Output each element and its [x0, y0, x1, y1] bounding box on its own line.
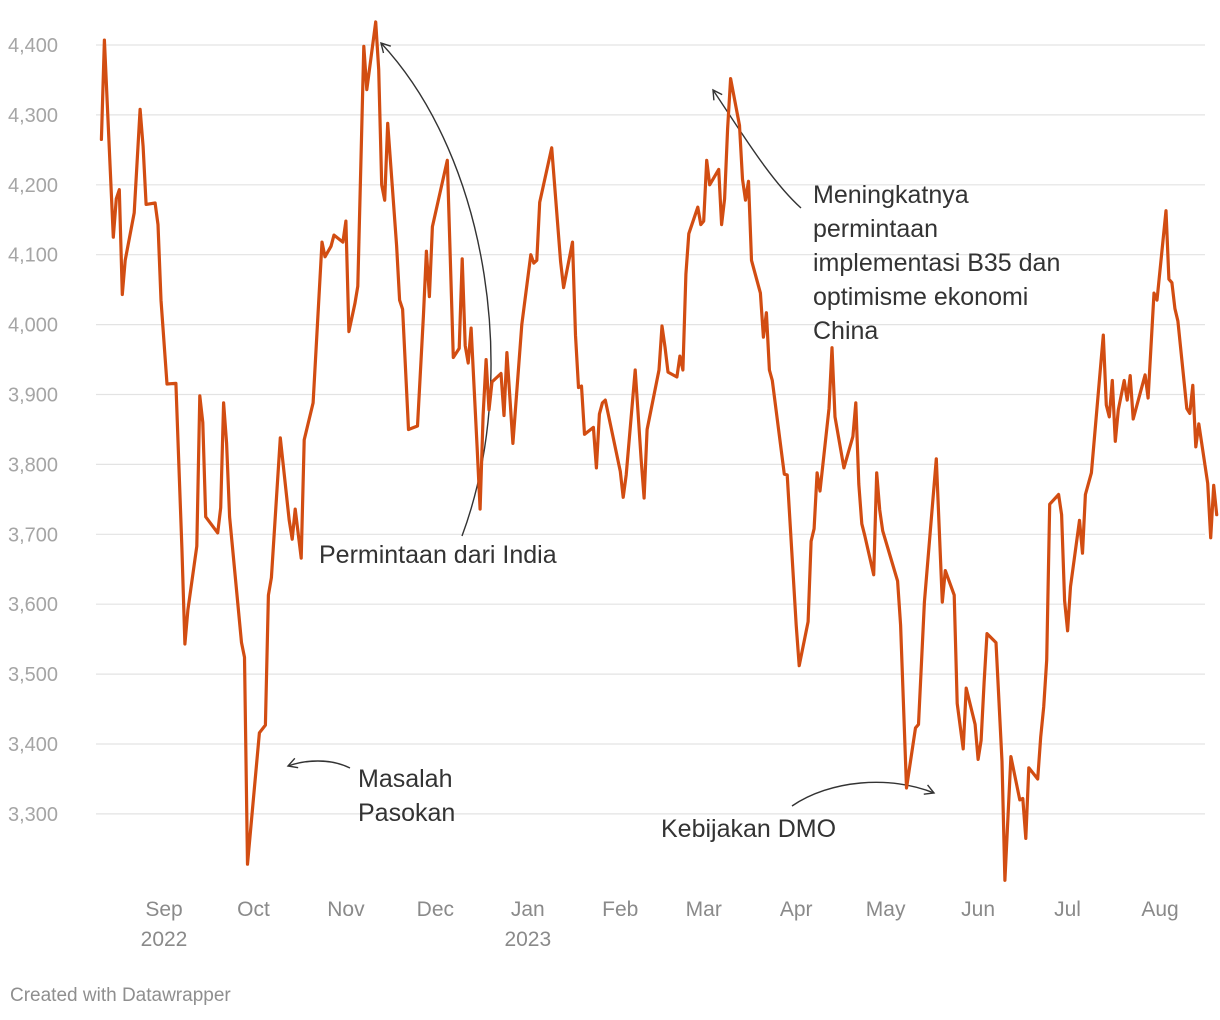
y-tick-label: 3,600 — [8, 594, 58, 616]
x-tick-label: Feb — [602, 898, 638, 921]
y-tick-label: 3,800 — [8, 454, 58, 476]
x-tick-label: Sep — [145, 898, 182, 921]
y-tick-label: 4,100 — [8, 245, 58, 267]
annotation-b35: Meningkatnya permintaan implementasi B35 d… — [813, 181, 1060, 345]
y-tick-label: 3,500 — [8, 664, 58, 686]
x-tick-label: Aug — [1141, 898, 1178, 921]
y-tick-label: 4,400 — [8, 35, 58, 57]
x-tick-label: Dec — [417, 898, 454, 921]
x-axis: Sep 2022 Oct Nov Dec Jan 2023 Feb Mar Apr May Jun Ju… — [141, 898, 1179, 951]
x-tick-year-label: 2022 — [141, 928, 188, 951]
x-tick-label: May — [866, 898, 906, 921]
grid-lines — [96, 44, 1205, 815]
annotations: Permintaan dari India Meningkatnya permint… — [319, 181, 1060, 843]
arrow-pasokan — [286, 757, 351, 769]
y-tick-label: 4,000 — [8, 315, 58, 337]
x-tick-label: Nov — [327, 898, 365, 921]
arrow-dmo — [791, 781, 936, 807]
annotation-pasokan: Masalah Pasokan — [358, 765, 455, 827]
y-axis: 4,400 4,300 4,200 4,100 4,000 3,900 3,800 3,700… — [8, 35, 58, 826]
x-tick-label: Jun — [961, 898, 995, 921]
y-tick-label: 3,900 — [8, 385, 58, 407]
y-tick-label: 4,200 — [8, 175, 58, 197]
y-tick-label: 3,300 — [8, 804, 58, 826]
series-line — [99, 20, 1219, 882]
x-tick-label: Jan — [511, 898, 545, 921]
x-tick-year-label: 2023 — [504, 928, 551, 951]
x-tick-label: Jul — [1054, 898, 1081, 921]
series-line-layer — [99, 20, 1219, 882]
y-tick-label: 3,700 — [8, 524, 58, 546]
annotation-dmo: Kebijakan DMO — [661, 815, 836, 843]
annotation-india: Permintaan dari India — [319, 541, 557, 569]
arrow-b35 — [712, 88, 802, 209]
x-tick-label: Mar — [686, 898, 722, 921]
y-tick-label: 4,300 — [8, 105, 58, 127]
x-tick-label: Apr — [780, 898, 813, 921]
footer-credit: Created with Datawrapper — [10, 985, 231, 1006]
x-tick-label: Oct — [237, 898, 270, 921]
y-tick-label: 3,400 — [8, 734, 58, 756]
